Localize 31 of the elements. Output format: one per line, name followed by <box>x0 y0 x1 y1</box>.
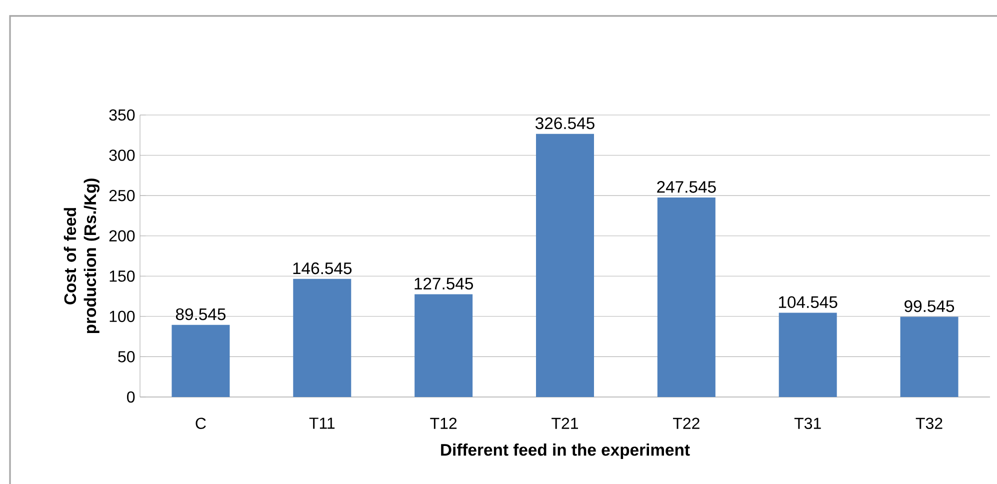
bar <box>172 324 230 397</box>
data-label: 326.545 <box>536 117 594 130</box>
bar <box>414 294 473 397</box>
x-tick-label: T31 <box>794 418 821 430</box>
y-axis-title: Cost of feed production (Rs./Kg) <box>64 178 100 334</box>
y-tick-label: 250 <box>109 190 135 202</box>
x-tick-label: T21 <box>552 418 578 429</box>
data-label: 146.545 <box>293 262 352 274</box>
bar <box>900 316 958 397</box>
bar <box>536 134 594 397</box>
data-label: 127.545 <box>414 278 473 290</box>
bar <box>293 278 352 397</box>
x-tick-label: C <box>196 418 206 430</box>
x-tick-label: T12 <box>430 418 457 429</box>
y-tick-label: 350 <box>109 109 135 121</box>
y-tick-label: 200 <box>109 230 135 242</box>
bar <box>778 312 837 397</box>
y-tick-label: 150 <box>110 270 135 282</box>
x-tick-label: T32 <box>916 418 942 430</box>
y-tick-label: 0 <box>127 391 135 403</box>
data-label: 99.545 <box>904 300 954 312</box>
data-label: 104.545 <box>779 296 838 308</box>
x-tick-label: T22 <box>672 418 700 429</box>
y-tick-label: 100 <box>110 310 135 322</box>
x-axis-title: Different feed in the experiment <box>441 444 690 460</box>
data-label: 89.545 <box>176 308 226 320</box>
y-tick-label: 50 <box>118 351 135 362</box>
x-tick-label: T11 <box>309 418 335 429</box>
data-label: 247.545 <box>657 181 716 193</box>
y-tick-label: 300 <box>109 150 135 161</box>
bar <box>657 198 716 397</box>
